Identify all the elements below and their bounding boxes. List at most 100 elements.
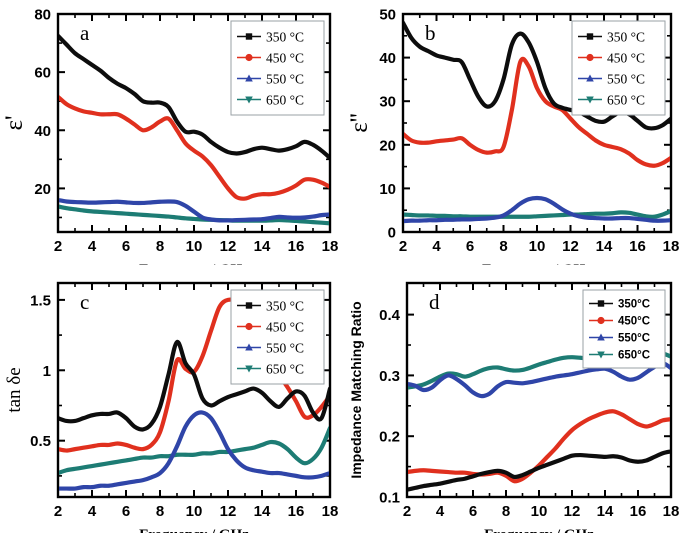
y-tick-label: 40 — [34, 123, 51, 140]
x-tick-label: 14 — [254, 238, 271, 255]
x-tick-label: 16 — [629, 238, 646, 255]
panel-letter-b: b — [425, 21, 436, 45]
panel-letter-c: c — [80, 290, 89, 314]
x-tick-label: 14 — [597, 503, 614, 520]
legend-label: 650 °C — [607, 93, 645, 108]
legend-label: 550°C — [618, 333, 650, 345]
x-tick-label: 14 — [254, 503, 271, 520]
x-tick-label: 4 — [88, 503, 97, 520]
y-tick-label: 20 — [379, 137, 396, 154]
x-tick-label: 2 — [403, 503, 411, 520]
x-tick-label: 10 — [529, 238, 546, 255]
x-tick-label: 8 — [502, 503, 510, 520]
x-tick-label: 4 — [436, 503, 445, 520]
curve-550c — [59, 410, 329, 491]
x-tick-label: 8 — [156, 238, 164, 255]
y-tick-label: 1 — [43, 363, 51, 380]
legend-marker-triangle-up — [245, 74, 253, 82]
legend-d[interactable]: 350°C 450°C 550°C 650°C — [582, 289, 666, 369]
legend-marker-triangle-down — [245, 96, 253, 104]
legend-marker-circle — [245, 53, 253, 62]
axes-ticks: 2 4 6 8 10 12 14 16 18 0.5 1 1.5 — [30, 283, 338, 520]
subplot-c: 2 4 6 8 10 12 14 16 18 0.5 1 1.5 c Frequency / GHz tan… — [0, 265, 345, 533]
legend-marker-square — [245, 302, 253, 309]
x-tick-label: 4 — [88, 238, 97, 255]
subplot-d: 2 4 6 8 10 12 14 16 18 0.1 0.2 0.3 0.4 d Frequency / G… — [345, 265, 685, 533]
legend-label: 450°C — [618, 316, 650, 328]
x-tick-label: 12 — [220, 238, 237, 255]
y-tick-label: 50 — [379, 7, 396, 24]
curve-550c — [408, 361, 670, 399]
legend-label: 350 °C — [266, 30, 304, 45]
curve-550c — [404, 195, 670, 224]
x-tick-label: 12 — [220, 503, 237, 520]
legend-label: 450 °C — [266, 320, 304, 335]
legend-marker-triangle-up — [597, 333, 605, 341]
x-tick-label: 18 — [663, 503, 680, 520]
legend-label: 450 °C — [266, 51, 304, 66]
legend-c[interactable]: 350 °C 450 °C 550 °C 650 °C — [230, 289, 325, 385]
x-tick-label: 10 — [186, 503, 203, 520]
x-tick-label: 12 — [564, 503, 581, 520]
y-tick-label: 80 — [34, 7, 51, 24]
x-tick-label: 10 — [186, 238, 203, 255]
legend-label: 650 °C — [266, 93, 304, 108]
legend-b[interactable]: 350 °C 450 °C 550 °C 650 °C — [571, 20, 666, 116]
axes-ticks: 2 4 6 8 10 12 14 16 18 0 10 20 30 40 50 — [379, 7, 679, 256]
curve-650c — [59, 426, 329, 475]
x-tick-label: 18 — [322, 238, 339, 255]
x-tick-label: 12 — [562, 238, 579, 255]
curve-350c — [59, 340, 329, 432]
legend-label: 650 °C — [266, 362, 304, 377]
x-tick-label: 2 — [399, 238, 407, 255]
y-axis-title: tan δe — [4, 367, 25, 412]
subplot-b: 2468101214161801020304050bFrequency / GH… — [345, 0, 685, 268]
curve-450c — [408, 409, 670, 484]
legend-marker-square — [245, 33, 253, 40]
legend-label: 550 °C — [266, 341, 304, 356]
legend-label: 450 °C — [607, 51, 645, 66]
curve-350c — [408, 449, 670, 492]
curve-650c — [404, 209, 670, 219]
legend-label: 350 °C — [607, 30, 645, 45]
axes-ticks: 2 4 6 8 10 12 14 16 18 0.1 0.2 0.3 0.4 — [379, 283, 679, 520]
legend-label: 650°C — [618, 350, 650, 362]
x-tick-label: 8 — [156, 503, 164, 520]
y-tick-label: 0.4 — [379, 307, 401, 324]
legend-marker-triangle-up — [586, 74, 594, 82]
legend-marker-square — [597, 300, 605, 307]
y-tick-label: 10 — [379, 181, 396, 198]
x-tick-label: 4 — [432, 238, 441, 255]
x-tick-label: 6 — [122, 503, 130, 520]
legend-label: 550 °C — [266, 72, 304, 87]
y-tick-label: 0.5 — [30, 433, 51, 450]
legend-label: 350 °C — [266, 299, 304, 314]
data-curves — [59, 33, 329, 226]
legend-marker-triangle-down — [597, 351, 605, 359]
legend-marker-circle — [586, 53, 594, 62]
y-tick-label: 60 — [34, 65, 51, 82]
panel-letter-d: d — [429, 290, 440, 314]
y-tick-label: 0.3 — [379, 368, 400, 385]
legend-label: 550 °C — [607, 72, 645, 87]
legend-marker-triangle-down — [586, 96, 594, 104]
x-tick-label: 10 — [531, 503, 548, 520]
y-axis-title: Impedance Matching Ratio — [348, 301, 364, 478]
y-tick-label: 0.2 — [379, 429, 400, 446]
legend-a[interactable]: 350 °C 450 °C 550 °C 650 °C — [230, 20, 325, 116]
x-tick-label: 16 — [630, 503, 647, 520]
y-tick-label: 1.5 — [30, 292, 51, 309]
x-tick-label: 14 — [596, 238, 613, 255]
y-tick-label: 0.1 — [379, 490, 400, 507]
curve-450c — [59, 95, 329, 201]
y-tick-label: 30 — [379, 94, 396, 111]
axes-ticks: 2 4 6 8 10 12 14 16 18 20 40 60 80 — [34, 7, 338, 256]
curve-350c — [59, 33, 329, 160]
x-tick-label: 16 — [288, 238, 305, 255]
legend-marker-circle — [597, 316, 605, 325]
legend-label: 350°C — [618, 299, 650, 311]
y-tick-label: 20 — [34, 181, 51, 198]
x-tick-label: 2 — [54, 503, 62, 520]
x-axis-title: Frequency / GHz — [139, 527, 249, 533]
